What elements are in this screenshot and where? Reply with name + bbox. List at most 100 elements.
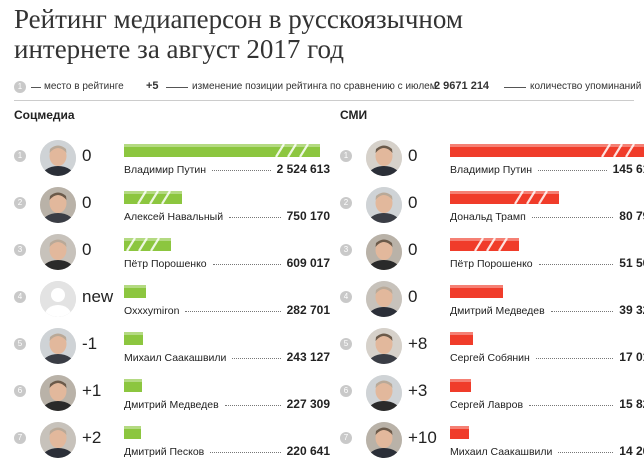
legend-value-text: количество упоминаний	[530, 81, 642, 92]
dotted-leader	[232, 358, 281, 359]
dotted-leader	[212, 170, 271, 171]
rank-change: 0	[82, 193, 92, 212]
value-label: 227 309	[286, 397, 330, 411]
rank-badge: 6	[340, 385, 352, 397]
value-label: 39 329	[619, 303, 644, 317]
person-name: Сергей Собянин	[450, 352, 530, 364]
legend-rank-badge: 1	[14, 81, 26, 93]
avatar	[366, 187, 402, 223]
person-photo-icon	[366, 140, 402, 176]
list-item: 1 0 Владимир Путин 2 524 613	[14, 140, 334, 188]
rank-badge: 3	[340, 244, 352, 256]
list-item: 5 -1 Михаил Саакашвили 243 127	[14, 328, 334, 376]
rank-badge: 1	[340, 150, 352, 162]
title-line-2: интернете за август 2017 год	[14, 34, 344, 64]
bar-stripes-icon	[474, 238, 508, 251]
rank-badge: 5	[340, 338, 352, 350]
dotted-leader	[531, 217, 614, 218]
bar	[124, 332, 143, 345]
person-name: Дмитрий Медведев	[124, 399, 219, 411]
rank-change: 0	[82, 240, 92, 259]
person-name: Михаил Саакашвили	[450, 446, 553, 458]
bar-stripes-icon	[137, 191, 171, 204]
bar-highlight	[124, 144, 320, 147]
dotted-leader	[538, 264, 614, 265]
bar-highlight	[124, 285, 146, 288]
bar	[450, 379, 471, 392]
person-name: Пётр Порошенко	[450, 258, 533, 270]
person-photo-icon	[40, 234, 76, 270]
bar-stripes-icon	[126, 238, 160, 251]
person-photo-icon	[366, 281, 402, 317]
avatar	[40, 281, 76, 317]
rank-badge: 2	[14, 197, 26, 209]
value-label: 243 127	[286, 350, 330, 364]
list-item: 3 0 Пётр Порошенко 51 500	[340, 234, 644, 282]
value-label: 80 791	[619, 209, 644, 223]
dotted-leader	[185, 311, 281, 312]
chart-title: Рейтинг медиаперсон в русскоязычном инте…	[14, 4, 614, 64]
rank-change: +10	[408, 428, 437, 447]
person-photo-icon	[40, 140, 76, 176]
person-name: Владимир Путин	[450, 164, 533, 176]
bar-stripes-icon	[514, 191, 548, 204]
avatar	[366, 328, 402, 364]
list-item: 7 +10 Михаил Саакашвили 14 265	[340, 422, 644, 470]
list-item: 5 +8 Сергей Собянин 17 016	[340, 328, 644, 376]
dotted-leader	[535, 358, 614, 359]
person-name: Oxxxymiron	[124, 305, 180, 317]
placeholder-avatar-icon	[40, 281, 76, 317]
legend-dash	[31, 87, 41, 88]
bar	[124, 285, 146, 298]
value-label: 609 017	[286, 256, 330, 270]
rank-badge: 2	[340, 197, 352, 209]
rank-badge: 3	[14, 244, 26, 256]
bar-highlight	[450, 144, 644, 147]
value-label: 17 016	[619, 350, 644, 364]
rank-change: -1	[82, 334, 98, 353]
bar-highlight	[124, 238, 171, 241]
mass-media-chart: 1 0 Владимир Путин 145 616 2 0 Дональд Трамп 80…	[340, 0, 644, 476]
legend-dash	[166, 87, 188, 88]
bar-highlight	[450, 285, 503, 288]
person-name: Сергей Лавров	[450, 399, 524, 411]
rank-change: +1	[82, 381, 102, 400]
bar	[450, 191, 559, 204]
legend-change-text: изменение позиции рейтинга по сравнению …	[192, 81, 437, 92]
rank-badge: 7	[14, 432, 26, 444]
rank-change: 0	[408, 240, 418, 259]
dotted-leader	[538, 170, 607, 171]
value-label: 15 828	[619, 397, 644, 411]
person-name: Дмитрий Песков	[124, 446, 205, 458]
rank-change: +8	[408, 334, 428, 353]
bar-stripes-icon	[275, 144, 309, 157]
avatar	[366, 234, 402, 270]
bar-highlight	[450, 426, 469, 429]
avatar	[40, 187, 76, 223]
bar-highlight	[124, 332, 143, 335]
value-label: 750 170	[286, 209, 330, 223]
rank-change: +2	[82, 428, 102, 447]
person-photo-icon	[40, 422, 76, 458]
value-label: 51 500	[619, 256, 644, 270]
avatar	[40, 422, 76, 458]
rank-badge: 6	[14, 385, 26, 397]
bar	[450, 238, 519, 251]
legend-change-example: +5	[146, 80, 159, 92]
dotted-leader	[550, 311, 614, 312]
bar-highlight	[450, 379, 471, 382]
person-photo-icon	[40, 375, 76, 411]
bar	[124, 379, 142, 392]
person-name: Михаил Саакашвили	[124, 352, 227, 364]
legend-value-example: 2 9671 214	[434, 80, 490, 92]
bar-highlight	[450, 238, 519, 241]
list-item: 1 0 Владимир Путин 145 616	[340, 140, 644, 188]
legend-divider	[14, 100, 634, 101]
rank-badge: 1	[14, 150, 26, 162]
bar	[450, 426, 469, 439]
person-photo-icon	[366, 328, 402, 364]
title-line-1: Рейтинг медиаперсон в русскоязычном	[14, 4, 463, 34]
list-item: 4 new Oxxxymiron 282 701	[14, 281, 334, 329]
rank-badge: 5	[14, 338, 26, 350]
social-media-chart: 1 0 Владимир Путин 2 524 613 2 0 Алексей Навал…	[14, 0, 334, 476]
